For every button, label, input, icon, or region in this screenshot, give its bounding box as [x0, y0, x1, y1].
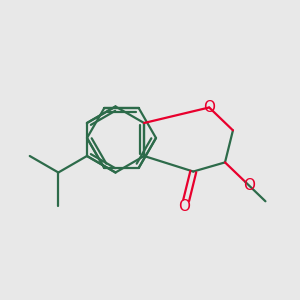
Text: O: O	[178, 199, 190, 214]
Text: O: O	[203, 100, 215, 115]
Text: O: O	[243, 178, 255, 193]
